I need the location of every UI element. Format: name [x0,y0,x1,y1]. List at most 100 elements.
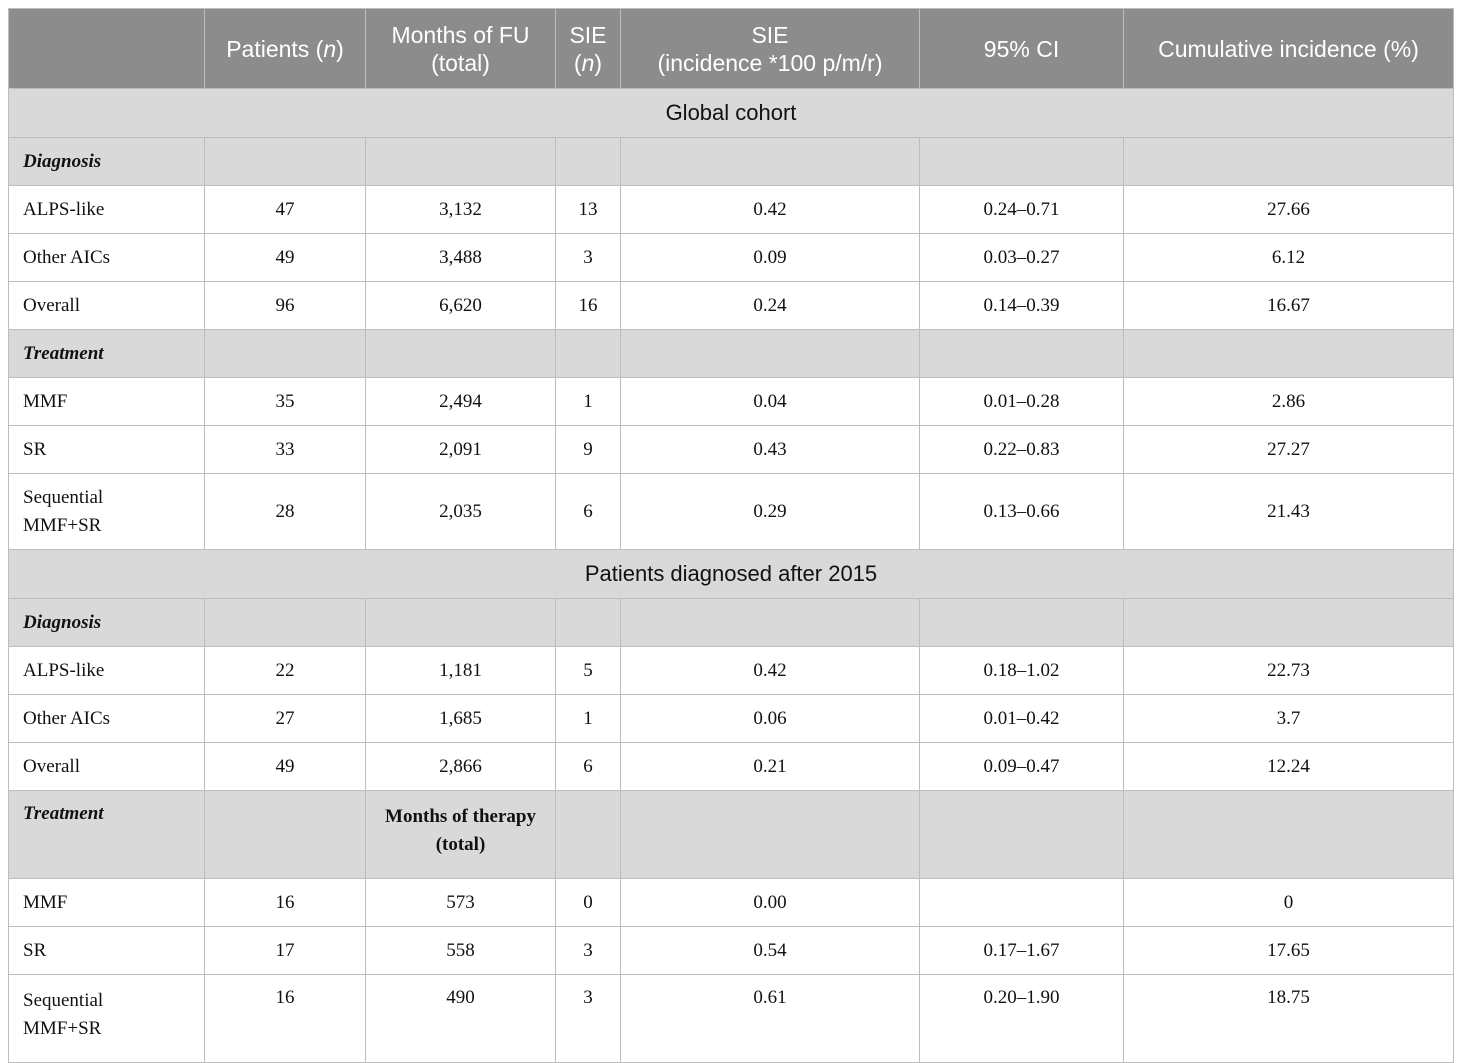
cell-months: 3,132 [365,185,556,234]
row-label: Overall [8,281,205,330]
table-row: Sequential MMF+SR 28 2,035 6 0.29 0.13–0.… [8,473,1454,550]
cell-cumulative: 2.86 [1123,377,1454,426]
cell-sie-n: 6 [555,473,621,550]
row-label: MMF [8,377,205,426]
cell-sie-n: 6 [555,742,621,791]
cell-cumulative: 17.65 [1123,926,1454,975]
row-label: Overall [8,742,205,791]
cell-sie-n: 3 [555,233,621,282]
cell-ci: 0.20–1.90 [919,974,1124,1063]
cell-incidence: 0.29 [620,473,920,550]
cell-cumulative: 22.73 [1123,646,1454,695]
cell-sie-n: 0 [555,878,621,927]
cell-patients: 17 [204,926,366,975]
cell-incidence: 0.09 [620,233,920,282]
cell-incidence: 0.61 [620,974,920,1063]
cell-cumulative: 21.43 [1123,473,1454,550]
table-row: SR 17 558 3 0.54 0.17–1.67 17.65 [8,926,1454,975]
cell-incidence: 0.00 [620,878,920,927]
cell-cumulative: 27.27 [1123,425,1454,474]
header-sie-n: SIE (n) [555,8,621,89]
header-sie-incidence: SIE (incidence *100 p/m/r) [620,8,920,89]
cell-sie-n: 13 [555,185,621,234]
cell-patients: 49 [204,233,366,282]
cell-incidence: 0.42 [620,185,920,234]
group-row-treatment: Treatment [8,329,1454,378]
section-title: Global cohort [8,88,1454,138]
cell-cumulative: 6.12 [1123,233,1454,282]
group-label: Diagnosis [8,137,205,186]
cell-months: 2,866 [365,742,556,791]
cell-sie-n: 3 [555,974,621,1063]
cell-cumulative: 0 [1123,878,1454,927]
cell-months: 6,620 [365,281,556,330]
row-label: SR [8,926,205,975]
cell-cumulative: 16.67 [1123,281,1454,330]
cell-ci [919,878,1124,927]
table-row: MMF 35 2,494 1 0.04 0.01–0.28 2.86 [8,377,1454,426]
header-row: Patients (n) Months of FU (total) SIE (n) … [8,8,1454,89]
cell-patients: 16 [204,974,366,1063]
cell-ci: 0.03–0.27 [919,233,1124,282]
cell-cumulative: 12.24 [1123,742,1454,791]
cell-ci: 0.01–0.42 [919,694,1124,743]
table-row: Sequential MMF+SR 16 490 3 0.61 0.20–1.90… [8,974,1454,1063]
cell-months: 3,488 [365,233,556,282]
group-label: Diagnosis [8,598,205,647]
row-label: Other AICs [8,233,205,282]
cell-patients: 33 [204,425,366,474]
row-label: Other AICs [8,694,205,743]
table-row: Overall 49 2,866 6 0.21 0.09–0.47 12.24 [8,742,1454,791]
cell-patients: 16 [204,878,366,927]
cell-months: 2,494 [365,377,556,426]
group-row-treatment: Treatment Months of therapy (total) [8,790,1454,879]
header-months-fu: Months of FU (total) [365,8,556,89]
cell-patients: 96 [204,281,366,330]
cell-patients: 35 [204,377,366,426]
row-label: Sequential MMF+SR [8,473,205,550]
cell-patients: 27 [204,694,366,743]
cell-patients: 28 [204,473,366,550]
group-row-diagnosis: Diagnosis [8,598,1454,647]
cell-months: 2,035 [365,473,556,550]
header-ci: 95% CI [919,8,1124,89]
cell-sie-n: 9 [555,425,621,474]
group-row-diagnosis: Diagnosis [8,137,1454,186]
cell-months: 573 [365,878,556,927]
row-label: Sequential MMF+SR [8,974,205,1063]
cell-patients: 22 [204,646,366,695]
cell-months: 490 [365,974,556,1063]
group-label: Treatment [8,790,205,879]
header-empty [8,8,205,89]
section-row-global-cohort: Global cohort [8,88,1454,138]
cell-cumulative: 18.75 [1123,974,1454,1063]
cell-patients: 49 [204,742,366,791]
row-label: MMF [8,878,205,927]
cell-months: 1,181 [365,646,556,695]
section-title: Patients diagnosed after 2015 [8,549,1454,599]
cell-incidence: 0.06 [620,694,920,743]
cell-ci: 0.18–1.02 [919,646,1124,695]
table-row: MMF 16 573 0 0.00 0 [8,878,1454,927]
table-row: ALPS-like 22 1,181 5 0.42 0.18–1.02 22.7… [8,646,1454,695]
cell-months: 558 [365,926,556,975]
cell-incidence: 0.54 [620,926,920,975]
cell-ci: 0.17–1.67 [919,926,1124,975]
cell-ci: 0.22–0.83 [919,425,1124,474]
row-label: SR [8,425,205,474]
cell-ci: 0.13–0.66 [919,473,1124,550]
cell-incidence: 0.21 [620,742,920,791]
cell-ci: 0.24–0.71 [919,185,1124,234]
cell-months: 2,091 [365,425,556,474]
cell-cumulative: 27.66 [1123,185,1454,234]
group-label: Treatment [8,329,205,378]
cell-cumulative: 3.7 [1123,694,1454,743]
sie-incidence-table: Patients (n) Months of FU (total) SIE (n) … [8,8,1454,1063]
cell-incidence: 0.24 [620,281,920,330]
cell-months: 1,685 [365,694,556,743]
cell-sie-n: 1 [555,694,621,743]
cell-ci: 0.09–0.47 [919,742,1124,791]
cell-sie-n: 3 [555,926,621,975]
table-row: ALPS-like 47 3,132 13 0.42 0.24–0.71 27.… [8,185,1454,234]
cell-incidence: 0.42 [620,646,920,695]
